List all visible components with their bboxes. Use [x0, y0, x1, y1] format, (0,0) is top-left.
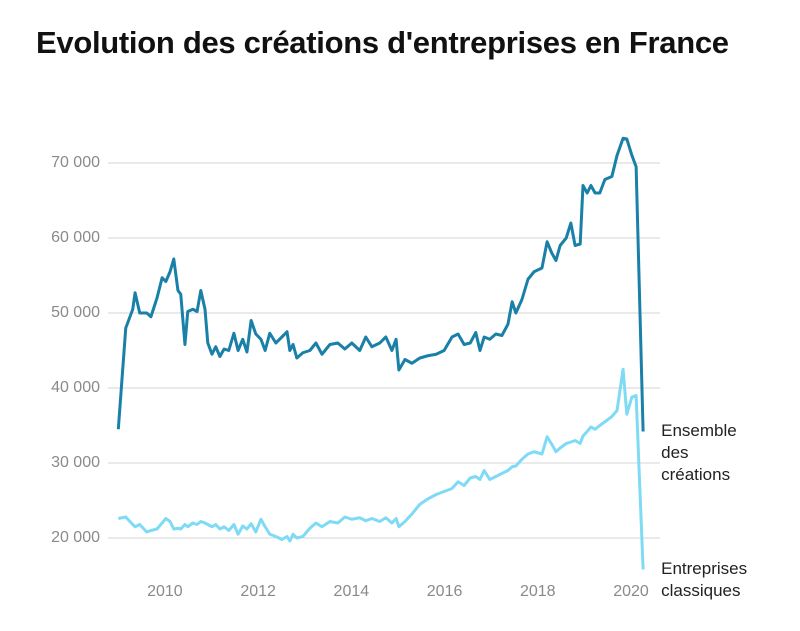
- y-tick-label: 20 000: [51, 529, 100, 546]
- y-tick-label: 40 000: [51, 379, 100, 396]
- chart-title: Evolution des créations d'entreprises en…: [36, 25, 729, 60]
- y-tick-label: 30 000: [51, 454, 100, 471]
- series-label: Entreprises classiques: [661, 558, 748, 600]
- series-label: Ensemble des créations: [661, 420, 737, 484]
- x-tick-label: 2020: [613, 583, 649, 600]
- series-line: [118, 367, 645, 570]
- x-tick-label: 2018: [520, 583, 556, 600]
- y-tick-label: 70 000: [51, 154, 100, 171]
- y-tick-label: 50 000: [51, 304, 100, 321]
- series-line: [116, 136, 645, 432]
- x-tick-label: 2012: [240, 583, 276, 600]
- x-tick-label: 2016: [427, 583, 463, 600]
- y-tick-label: 60 000: [51, 229, 100, 246]
- x-tick-label: 2014: [334, 583, 370, 600]
- x-tick-label: 2010: [147, 583, 183, 600]
